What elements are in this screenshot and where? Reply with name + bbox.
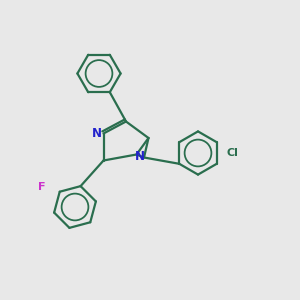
Text: Cl: Cl — [226, 148, 238, 158]
Text: F: F — [38, 182, 46, 192]
Text: N: N — [134, 150, 145, 164]
Text: N: N — [92, 127, 102, 140]
